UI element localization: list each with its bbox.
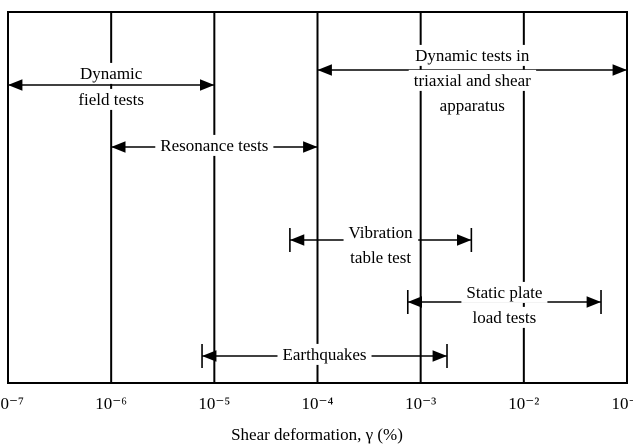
range-label: Resonance tests <box>160 136 268 155</box>
label-background <box>461 281 548 303</box>
label-background <box>408 69 537 91</box>
range-label: Static plate <box>466 283 542 302</box>
range-label: Dynamic tests in <box>415 46 530 65</box>
range-label: Earthquakes <box>283 345 367 364</box>
x-tick-label: 10⁻⁶ <box>95 394 127 413</box>
plot-frame <box>7 11 628 384</box>
label-background <box>467 306 542 328</box>
x-tick-label: 10⁻³ <box>405 394 436 413</box>
range-label: table test <box>350 248 411 267</box>
label-background <box>73 88 149 110</box>
label-background <box>410 44 535 66</box>
range-label: Vibration <box>349 223 414 242</box>
x-tick-label: 10⁻⁴ <box>302 394 334 413</box>
label-background <box>75 62 148 84</box>
label-background <box>155 134 274 156</box>
label-background <box>345 246 417 268</box>
x-axis-label: Shear deformation, γ (%) <box>231 425 403 444</box>
range-label: apparatus <box>440 96 505 115</box>
label-background <box>434 94 510 116</box>
label-background <box>277 343 372 365</box>
range-label: Dynamic <box>80 64 143 83</box>
x-tick-label: 10⁻² <box>508 394 539 413</box>
label-background <box>343 221 419 243</box>
range-label: load tests <box>473 308 537 327</box>
x-tick-label: 10⁻¹ <box>611 394 633 413</box>
x-tick-label: 10⁻⁵ <box>198 394 230 413</box>
range-label: field tests <box>78 90 144 109</box>
x-tick-label: 10⁻⁷ <box>0 394 24 413</box>
range-label: triaxial and shear <box>414 71 531 90</box>
